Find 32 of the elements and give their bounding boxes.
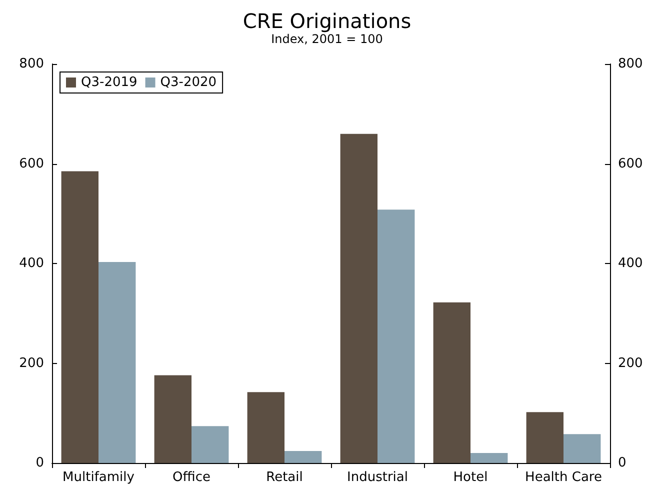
bar <box>526 412 564 463</box>
bar <box>192 426 229 463</box>
x-tick-label: Hotel <box>453 470 488 485</box>
y2-tick-label: 200 <box>618 356 643 371</box>
bar <box>284 451 322 463</box>
y-tick-label: 400 <box>19 256 44 271</box>
chart-subtitle: Index, 2001 = 100 <box>271 32 383 46</box>
bar <box>247 392 284 463</box>
y-tick-label: 0 <box>36 456 44 470</box>
y2-tick-label: 0 <box>618 456 626 470</box>
legend-label: Q3-2019 <box>81 75 138 90</box>
chart-title: CRE Originations <box>242 9 412 33</box>
x-tick-label: Multifamily <box>62 470 135 485</box>
bar <box>470 453 508 463</box>
legend-label: Q3-2020 <box>160 75 217 90</box>
y-tick-label: 600 <box>19 156 44 172</box>
x-tick-label: Health Care <box>525 470 602 485</box>
y2-tick-label: 600 <box>618 156 643 172</box>
x-tick-label: Office <box>172 470 210 485</box>
bar <box>154 375 192 463</box>
y-tick-label: 200 <box>19 356 44 371</box>
x-tick-label: Industrial <box>347 470 408 485</box>
bar <box>98 262 136 463</box>
y-tick-label: 800 <box>19 56 44 72</box>
bar <box>433 302 470 463</box>
bar <box>564 434 601 463</box>
x-tick-label: Retail <box>266 470 303 485</box>
y2-tick-label: 400 <box>618 256 643 271</box>
bar <box>340 134 378 463</box>
bar <box>378 210 415 463</box>
bar <box>61 171 98 463</box>
y2-tick-label: 800 <box>618 56 643 72</box>
